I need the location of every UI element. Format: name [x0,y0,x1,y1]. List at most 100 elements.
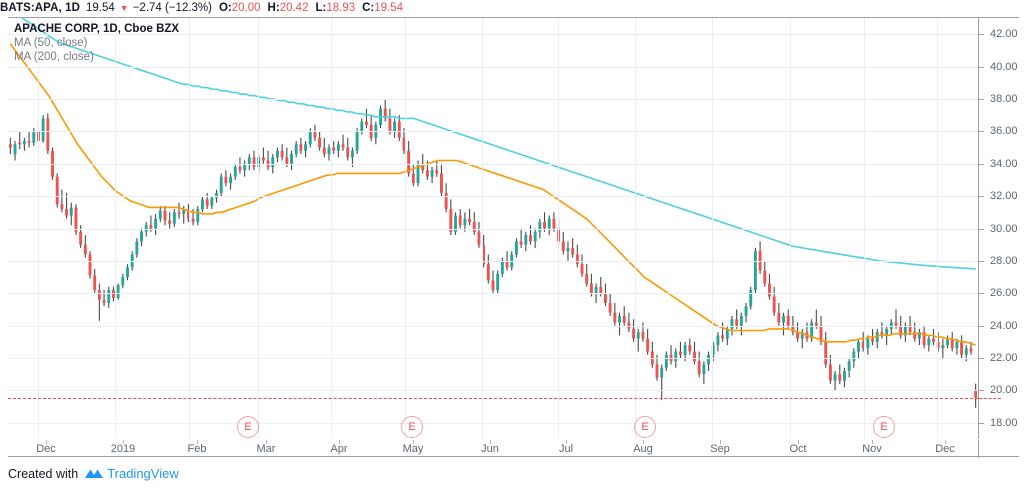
open-value: 20.00 [231,2,261,14]
time-tick-mark [413,440,414,444]
gridline-horizontal [8,131,978,133]
time-tick-mark [798,440,799,444]
ohlc-close: C:19.54 [362,2,403,14]
time-tick-mark [46,440,47,444]
ohlc-low: L:18.93 [315,2,355,14]
price-tick-label: 38.00 [990,92,1018,105]
time-tick-mark [872,440,873,444]
price-tick-label: 36.00 [990,125,1018,138]
price-tick-mark [979,260,984,262]
gridline-horizontal [8,358,978,360]
time-tick-label: Oct [789,443,807,455]
close-label: C: [362,2,375,14]
gridline-horizontal [8,163,978,165]
gridline-vertical [937,18,938,439]
high-value: 20.42 [279,2,309,14]
gridline-vertical [712,18,713,439]
low-label: L: [315,2,327,14]
time-tick-label: Apr [330,443,348,455]
current-price-line [8,397,978,399]
price-change: −2.74 (−12.3%) [132,2,212,14]
close-value: 19.54 [374,2,404,14]
open-label: O: [218,2,232,14]
time-axis-separator [978,440,979,458]
gridline-horizontal [8,293,978,295]
gridline-vertical [38,18,39,439]
time-tick-label: Nov [862,443,882,455]
time-tick-mark [720,440,721,444]
price-tick-label: 32.00 [990,190,1018,203]
earnings-marker[interactable]: E [873,416,895,438]
quote-bar: BATS:APA, 1D 19.54 ▼ −2.74 (−12.3%) O:20… [0,0,1024,16]
gridline-horizontal [8,66,978,68]
gridline-vertical [405,18,406,439]
price-tick-mark [979,293,984,295]
gridline-vertical [331,18,332,439]
time-tick-label: Dec [935,443,955,455]
time-tick-label: Mar [256,443,276,455]
time-tick-mark [266,440,267,444]
earnings-marker[interactable]: E [401,416,423,438]
time-axis[interactable]: Dec 2019 Feb Mar Apr May Jun Jul Aug Sep Oct Nov Dec [8,440,1019,458]
price-tick-mark [979,34,984,36]
time-tick-label: Jun [481,443,499,455]
price-tick-mark [979,358,984,360]
gridline-horizontal [8,390,978,392]
price-tick-mark [979,66,984,68]
price-tick-label: 28.00 [990,254,1018,267]
time-tick-mark [123,440,124,444]
time-tick-label: Sep [710,443,730,455]
gridline-vertical [790,18,791,439]
time-tick-label: Jul [558,443,574,455]
ohlc-open: O:20.00 [219,2,261,14]
price-tick-mark [979,196,984,198]
gridline-vertical [115,18,116,439]
time-tick-mark [566,440,567,444]
gridline-vertical [635,18,636,439]
price-tick-mark [979,98,984,100]
gridline-horizontal [8,260,978,262]
tradingview-logo-icon [84,467,104,481]
price-series [8,18,978,408]
price-tick-label: 24.00 [990,319,1018,332]
price-tick-mark [979,163,984,165]
symbol-label[interactable]: BATS:APA, 1D [0,2,80,14]
price-tick-label: 30.00 [990,222,1018,235]
price-tick-label: 42.00 [990,28,1018,41]
price-tick-label: 26.00 [990,287,1018,300]
price-axis[interactable]: 42.00 40.00 38.00 36.00 34.00 32.00 30.00 28.00… [978,18,1024,439]
price-tick-label: 22.00 [990,352,1018,365]
created-with-label: Created with [8,466,79,481]
last-price: 19.54 [86,2,115,14]
time-tick-label: Feb [187,443,207,455]
chart-frame [8,17,1019,457]
price-tick-label: 20.00 [990,384,1018,397]
earnings-marker[interactable]: E [634,416,656,438]
price-tick-label: 18.00 [990,416,1018,429]
time-tick-mark [339,440,340,444]
gridline-vertical [558,18,559,439]
footer-attribution: Created with TradingView [8,466,179,481]
high-label: H: [267,2,280,14]
time-tick-label: Dec [36,443,56,455]
gridline-horizontal [8,98,978,100]
gridline-vertical [864,18,865,439]
gridline-vertical [258,18,259,439]
earnings-marker[interactable]: E [237,416,259,438]
time-tick-mark [490,440,491,444]
gridline-vertical [482,18,483,439]
time-tick-label: May [402,443,424,455]
gridline-vertical [189,18,190,439]
price-tick-mark [979,422,984,424]
low-value: 18.93 [326,2,356,14]
gridline-horizontal [8,325,978,327]
gridline-horizontal [8,422,978,424]
gridline-horizontal [8,196,978,198]
ohlc-high: H:20.42 [268,2,309,14]
price-tick-mark [979,325,984,327]
price-tick-label: 34.00 [990,157,1018,170]
tradingview-brand: TradingView [107,466,179,481]
time-tick-label: Aug [633,443,653,455]
price-tick-mark [979,228,984,230]
